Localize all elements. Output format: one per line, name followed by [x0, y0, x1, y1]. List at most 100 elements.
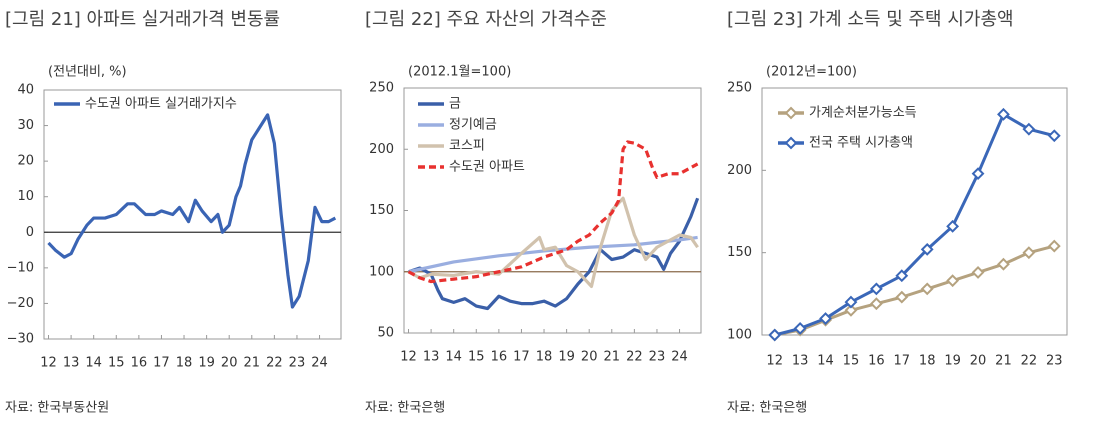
- y-tick-label: −10: [7, 260, 34, 275]
- x-tick-label: 23: [1046, 354, 1063, 369]
- y-tick-label: 150: [727, 245, 752, 260]
- legend-marker: [784, 106, 798, 120]
- point-marker: [869, 297, 883, 311]
- x-tick-label: 13: [63, 356, 80, 371]
- x-tick-label: 23: [289, 356, 306, 371]
- unit-label: (2012.1월=100): [408, 65, 511, 80]
- x-tick-label: 17: [894, 354, 911, 369]
- x-tick-label: 13: [423, 350, 440, 365]
- point-marker: [946, 219, 960, 233]
- y-tick-label: 200: [727, 163, 752, 178]
- x-tick-label: 19: [944, 354, 961, 369]
- source-note: 자료: 한국은행: [727, 400, 807, 416]
- y-tick-label: 250: [369, 81, 394, 96]
- legend-label: 금: [449, 97, 461, 112]
- point-marker: [768, 328, 782, 342]
- x-tick-label: 12: [400, 350, 417, 365]
- y-tick-label: 100: [727, 328, 752, 343]
- point-marker: [1022, 246, 1036, 260]
- source-note: 자료: 한국부동산원: [5, 401, 109, 416]
- point-marker: [895, 290, 909, 304]
- chart-title: [그림 22] 주요 자산의 가격수준: [365, 9, 607, 30]
- x-tick-label: 16: [868, 354, 885, 369]
- point-marker: [997, 107, 1010, 121]
- y-tick-label: 50: [377, 326, 394, 341]
- y-tick-label: 200: [369, 142, 394, 157]
- x-tick-label: 17: [153, 356, 170, 371]
- legend-label: 수도권 아파트: [449, 160, 525, 175]
- y-tick-label: 100: [369, 264, 394, 279]
- unit-label: (2012년=100): [766, 65, 857, 80]
- y-tick-label: 150: [369, 203, 394, 218]
- x-tick-label: 18: [176, 356, 193, 371]
- point-marker: [971, 167, 985, 181]
- x-tick-label: 16: [131, 356, 148, 371]
- plot-frame: [761, 87, 1068, 336]
- y-tick-label: 10: [17, 189, 34, 204]
- y-tick-label: 40: [17, 83, 34, 98]
- x-tick-label: 19: [558, 350, 575, 365]
- chart-title: [그림 23] 가계 소득 및 주택 시가총액: [727, 9, 1014, 30]
- x-tick-label: 15: [468, 350, 485, 365]
- legend-label: 수도권 아파트 실거래가지수: [85, 97, 237, 112]
- x-tick-label: 22: [626, 350, 643, 365]
- chart-title: [그림 21] 아파트 실거래가격 변동률: [5, 9, 280, 30]
- x-tick-label: 20: [581, 350, 598, 365]
- point-marker: [971, 266, 985, 279]
- x-tick-label: 20: [221, 356, 238, 371]
- y-tick-label: −30: [7, 332, 34, 347]
- y-tick-label: 0: [26, 225, 34, 240]
- legend-label: 가계순처분가능소득: [809, 106, 917, 121]
- point-marker: [869, 282, 883, 296]
- point-marker: [946, 274, 960, 288]
- point-marker: [1047, 129, 1061, 143]
- y-tick-label: −20: [7, 296, 34, 311]
- series-line: [408, 197, 700, 311]
- x-tick-label: 18: [919, 354, 936, 369]
- y-tick-label: 250: [727, 81, 752, 96]
- point-marker: [1047, 239, 1061, 253]
- point-marker: [997, 257, 1010, 271]
- point-marker: [920, 282, 934, 296]
- x-tick-label: 21: [995, 354, 1012, 369]
- legend-label: 정기예금: [449, 118, 497, 133]
- x-tick-label: 16: [491, 350, 508, 365]
- point-marker: [793, 321, 807, 335]
- legend-label: 코스피: [449, 139, 485, 154]
- y-tick-label: 20: [17, 154, 34, 169]
- x-tick-label: 12: [766, 354, 783, 369]
- x-tick-label: 23: [649, 350, 666, 365]
- x-tick-label: 21: [244, 356, 261, 371]
- x-tick-label: 12: [40, 356, 57, 371]
- x-tick-label: 22: [1021, 354, 1038, 369]
- source-note: 자료: 한국은행: [365, 400, 445, 416]
- point-marker: [1022, 122, 1036, 136]
- x-tick-label: 24: [311, 356, 328, 371]
- x-tick-label: 15: [843, 354, 860, 369]
- x-tick-label: 15: [108, 356, 125, 371]
- x-tick-label: 18: [536, 350, 553, 365]
- x-tick-label: 21: [604, 350, 621, 365]
- series-line: [407, 196, 699, 289]
- x-tick-label: 13: [792, 354, 809, 369]
- x-tick-label: 14: [445, 350, 462, 365]
- series-line: [407, 140, 699, 284]
- legend-marker: [784, 136, 798, 150]
- unit-label: (전년대비, %): [48, 65, 127, 80]
- x-tick-label: 17: [513, 350, 530, 365]
- x-tick-label: 22: [266, 356, 283, 371]
- series-line: [47, 113, 337, 309]
- y-tick-label: 30: [17, 118, 34, 133]
- point-marker: [819, 312, 832, 325]
- point-marker: [895, 269, 909, 283]
- x-tick-label: 24: [671, 350, 688, 365]
- x-tick-label: 14: [85, 356, 102, 371]
- legend-label: 전국 주택 시가총액: [809, 136, 913, 151]
- x-tick-label: 14: [817, 354, 834, 369]
- point-marker: [844, 303, 858, 317]
- x-tick-label: 19: [198, 356, 215, 371]
- x-tick-label: 20: [970, 354, 987, 369]
- point-marker: [920, 242, 934, 256]
- plot-frame: [43, 89, 342, 340]
